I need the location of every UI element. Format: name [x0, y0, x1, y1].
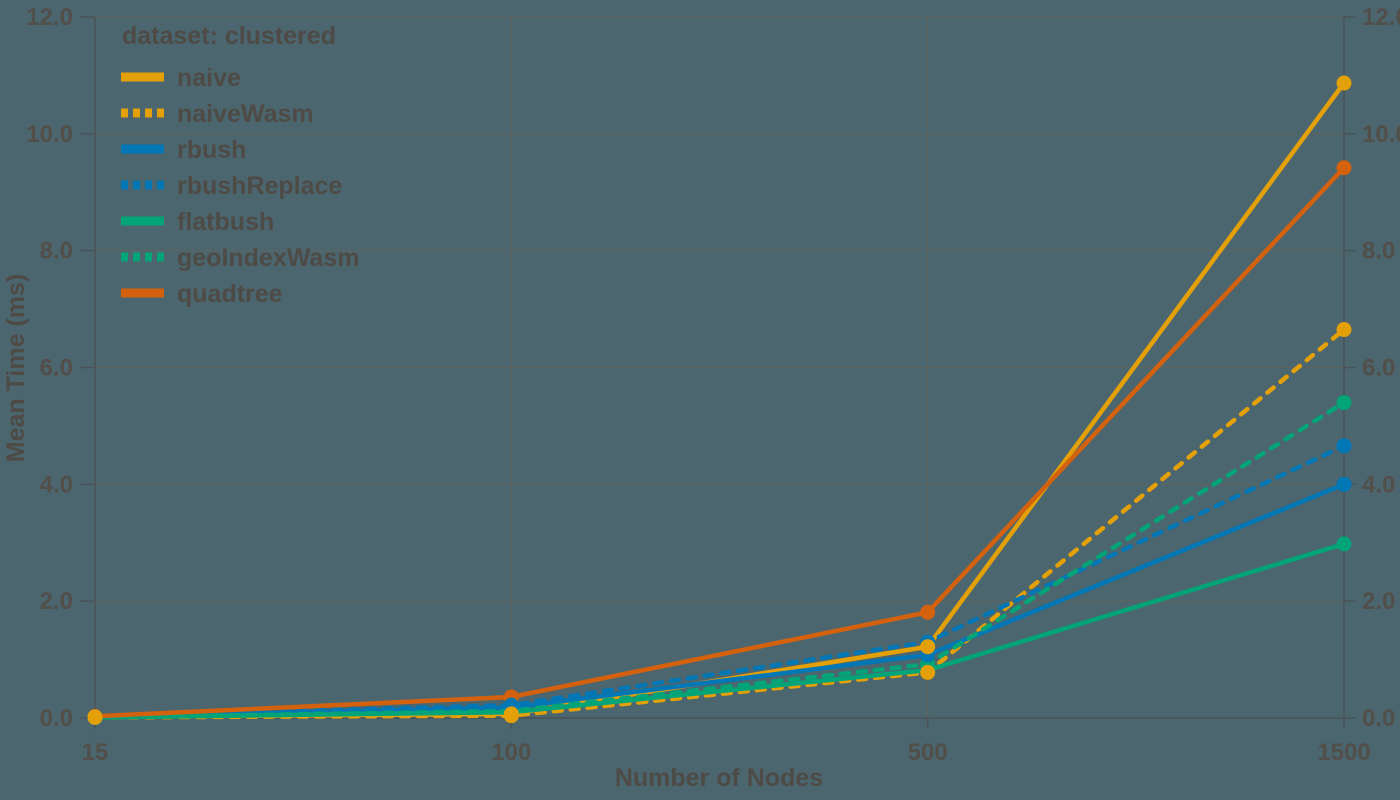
legend-label-naive: naive: [177, 64, 241, 92]
x-tick-label: 15: [82, 739, 109, 766]
x-axis-title: Number of Nodes: [615, 764, 823, 792]
legend-label-rbushReplace: rbushReplace: [177, 172, 342, 200]
legend-item-flatbush: flatbush: [121, 208, 274, 236]
legend-item-rbushReplace: rbushReplace: [121, 172, 342, 200]
y-tick-label-right: 2.0: [1362, 588, 1395, 615]
series-point-naive: [1336, 75, 1352, 91]
legend-title: dataset: clustered: [122, 22, 336, 50]
legend-label-flatbush: flatbush: [177, 208, 274, 236]
x-tick-label: 100: [491, 739, 531, 766]
legend-label-naiveWasm: naiveWasm: [177, 100, 314, 128]
legend-item-quadtree: quadtree: [121, 280, 283, 308]
series-point-naiveWasm: [1336, 322, 1352, 338]
series-markers: [87, 75, 1352, 725]
legend-label-rbush: rbush: [177, 136, 246, 164]
legend-item-geoIndexWasm: geoIndexWasm: [121, 244, 359, 272]
legend: dataset: clustered naive naiveWasm rbush rb…: [121, 22, 359, 308]
series-point-rbush: [1336, 476, 1352, 492]
y-axis-title: Mean Time (ms): [2, 274, 30, 462]
series-line-rbushReplace: [92, 443, 1347, 720]
y-tick-label-right: 4.0: [1362, 471, 1395, 498]
series-point-naive: [87, 709, 103, 725]
series-point-naive: [920, 639, 936, 655]
y-tick-label-left: 6.0: [40, 355, 73, 382]
legend-label-geoIndexWasm: geoIndexWasm: [177, 244, 359, 272]
series-point-naiveWasm: [920, 664, 936, 680]
x-tick-label: 500: [908, 739, 948, 766]
y-tick-label-right: 10.0: [1362, 121, 1400, 148]
legend-label-quadtree: quadtree: [177, 280, 283, 308]
y-tick-label-right: 0.0: [1362, 705, 1395, 732]
y-tick-label-right: 12.0: [1362, 4, 1400, 31]
series-point-quadtree: [920, 604, 936, 620]
y-tick-label-left: 0.0: [40, 705, 73, 732]
series-line-quadtree: [92, 165, 1347, 719]
y-tick-label-left: 2.0: [40, 588, 73, 615]
series-point-rbushReplace: [1336, 438, 1352, 454]
y-tick-label-left: 10.0: [26, 121, 73, 148]
series-line-geoIndexWasm: [92, 400, 1347, 720]
y-tick-label-left: 12.0: [26, 4, 73, 31]
series-point-flatbush: [1336, 536, 1352, 552]
series-point-naive: [503, 706, 519, 722]
legend-item-rbush: rbush: [121, 136, 246, 164]
axes: 0.0 0.0 2.0 2.0 4.0 4.0 6.0 6.0 8.0 8.0 10.0 10.0 12…: [26, 4, 1400, 766]
series-point-quadtree: [1336, 160, 1352, 176]
legend-item-naive: naive: [121, 64, 241, 92]
y-tick-label-right: 6.0: [1362, 355, 1395, 382]
legend-item-naiveWasm: naiveWasm: [121, 100, 314, 128]
x-tick-label: 1500: [1317, 739, 1370, 766]
y-tick-label-left: 4.0: [40, 471, 73, 498]
series-point-geoIndexWasm: [1336, 395, 1352, 411]
y-tick-label-right: 8.0: [1362, 238, 1395, 265]
series-lines: [92, 80, 1347, 720]
y-tick-label-left: 8.0: [40, 238, 73, 265]
